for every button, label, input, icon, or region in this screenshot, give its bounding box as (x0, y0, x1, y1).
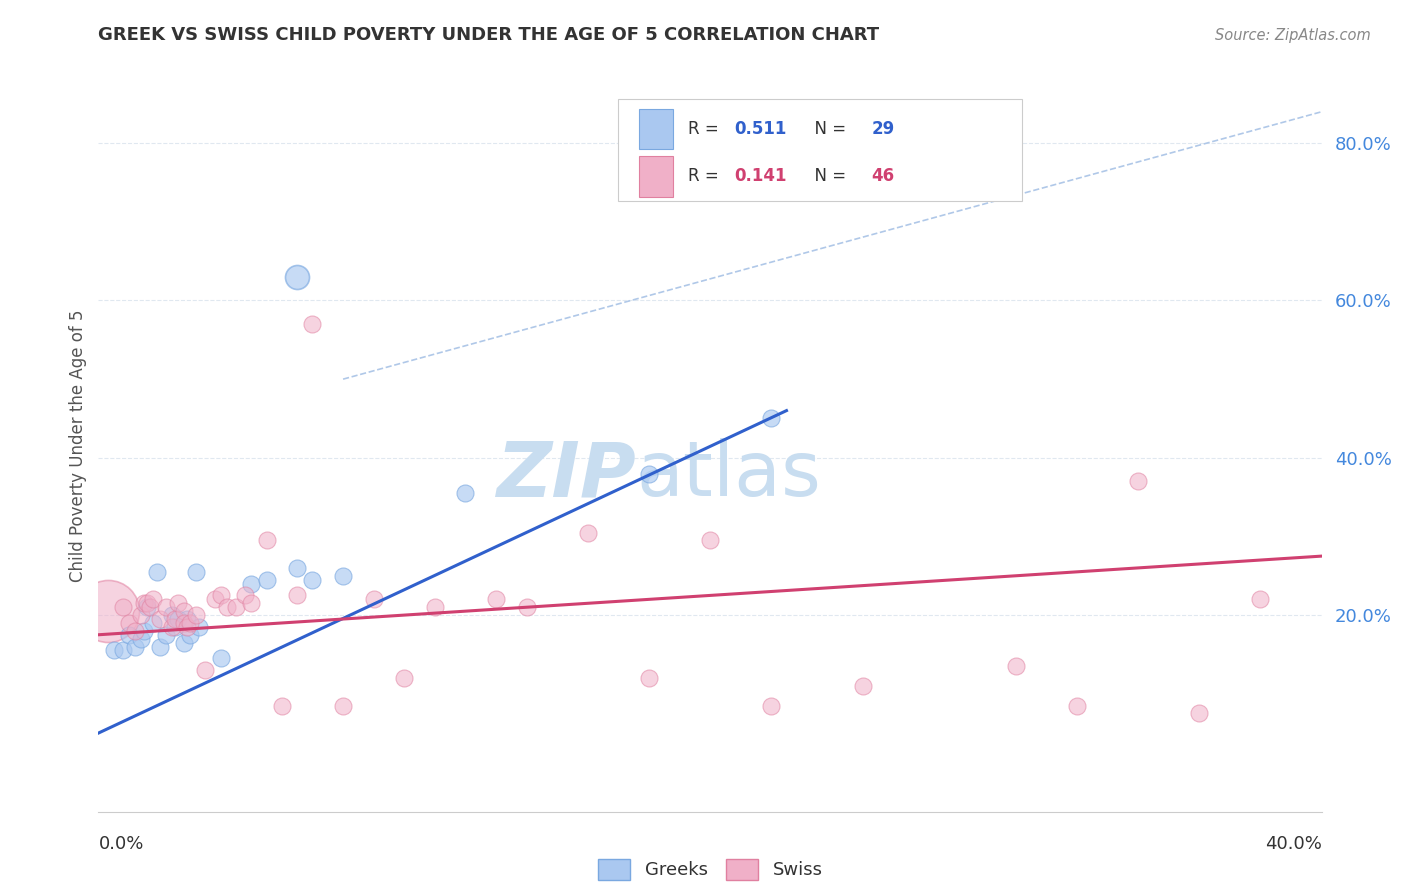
Point (136, 596, 159, 610)
Point (167, 596, 190, 610)
Text: 40.0%: 40.0% (1265, 835, 1322, 853)
Point (285, 561, 308, 575)
Point (173, 615, 195, 630)
Point (637, 467, 661, 481)
Text: R =: R = (688, 168, 724, 186)
Text: 0.141: 0.141 (734, 168, 787, 186)
Text: 0.0%: 0.0% (98, 835, 143, 853)
Point (149, 640, 172, 654)
Point (285, 269, 308, 284)
Text: 29: 29 (872, 120, 894, 138)
Y-axis label: Child Poverty Under the Age of 5: Child Poverty Under the Age of 5 (69, 310, 87, 582)
FancyBboxPatch shape (640, 156, 673, 196)
Legend: Greeks, Swiss: Greeks, Swiss (591, 852, 830, 887)
Text: GREEK VS SWISS CHILD POVERTY UNDER THE AGE OF 5 CORRELATION CHART: GREEK VS SWISS CHILD POVERTY UNDER THE A… (98, 26, 880, 44)
Point (160, 608, 183, 623)
Point (256, 533, 278, 548)
Point (1128, 475, 1150, 489)
Point (759, 698, 782, 713)
Text: Source: ZipAtlas.com: Source: ZipAtlas.com (1215, 29, 1371, 43)
Point (142, 615, 165, 630)
Point (134, 624, 156, 638)
Point (194, 663, 217, 677)
Point (301, 317, 323, 331)
Point (167, 612, 190, 626)
Point (155, 600, 177, 615)
Point (145, 565, 167, 579)
Point (1188, 706, 1211, 721)
Point (852, 679, 875, 693)
Point (129, 632, 152, 646)
Point (576, 525, 599, 540)
Point (188, 620, 211, 634)
Point (134, 596, 156, 610)
Point (176, 612, 198, 626)
Point (139, 600, 162, 615)
Point (129, 608, 152, 623)
Point (699, 533, 721, 548)
Point (103, 643, 125, 657)
Text: R =: R = (688, 120, 724, 138)
Point (485, 592, 508, 607)
Point (155, 628, 177, 642)
Point (392, 671, 416, 685)
Point (118, 628, 141, 642)
Point (111, 643, 134, 657)
Point (179, 615, 201, 630)
Point (240, 596, 263, 610)
Point (136, 600, 159, 615)
Point (233, 589, 256, 603)
Point (176, 620, 198, 634)
Point (163, 612, 186, 626)
Point (173, 604, 195, 618)
Point (97, 604, 120, 618)
Point (516, 600, 538, 615)
Point (759, 411, 782, 425)
Point (209, 589, 232, 603)
FancyBboxPatch shape (619, 99, 1022, 201)
Point (1066, 698, 1088, 713)
Point (160, 620, 183, 634)
Text: N =: N = (804, 120, 852, 138)
Point (454, 486, 477, 500)
Text: 46: 46 (872, 168, 894, 186)
Point (215, 600, 238, 615)
Point (1249, 592, 1271, 607)
Point (1004, 659, 1026, 673)
Point (124, 624, 146, 638)
Point (363, 592, 385, 607)
Point (270, 698, 292, 713)
Text: atlas: atlas (637, 438, 821, 512)
Point (118, 615, 141, 630)
Point (256, 573, 278, 587)
Point (332, 568, 354, 582)
Point (240, 576, 263, 591)
Point (124, 640, 146, 654)
FancyBboxPatch shape (640, 109, 673, 149)
Point (111, 600, 134, 615)
Point (423, 600, 446, 615)
Point (209, 651, 232, 665)
Point (186, 608, 208, 623)
Text: 0.511: 0.511 (734, 120, 787, 138)
Point (179, 628, 201, 642)
Point (332, 698, 354, 713)
Point (285, 589, 308, 603)
Point (173, 635, 195, 649)
Point (301, 573, 323, 587)
Text: ZIP: ZIP (496, 438, 637, 512)
Point (142, 592, 165, 607)
Point (637, 671, 661, 685)
Point (204, 592, 226, 607)
Point (225, 600, 247, 615)
Point (149, 612, 172, 626)
Text: N =: N = (804, 168, 852, 186)
Point (186, 565, 208, 579)
Point (163, 620, 186, 634)
